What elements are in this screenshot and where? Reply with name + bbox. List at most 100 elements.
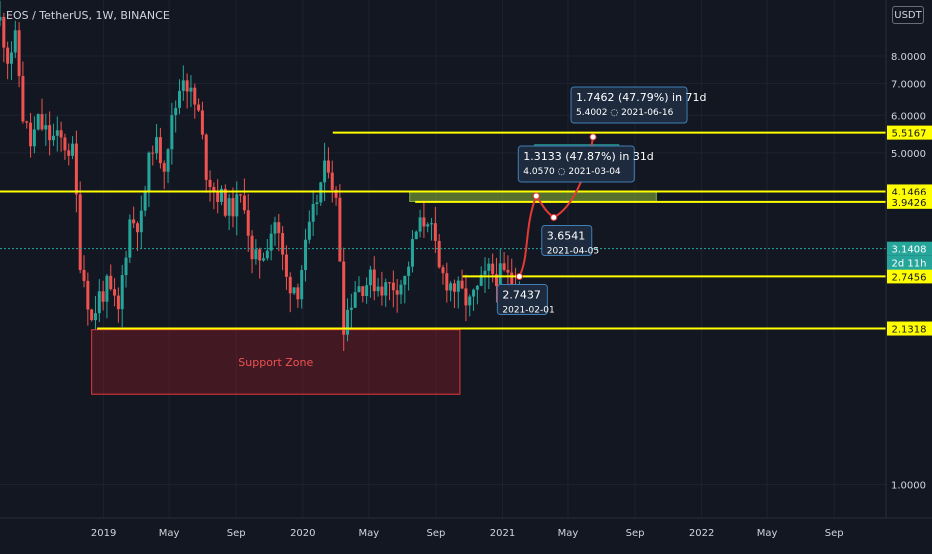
callout-move-2 [570, 86, 688, 124]
candle-body [449, 283, 453, 291]
candle-body [437, 240, 441, 268]
candle-body [430, 223, 434, 225]
candle-body [262, 258, 266, 261]
candle-body [418, 217, 422, 232]
candle-body [304, 239, 308, 271]
candle-body [349, 307, 353, 310]
candle-body [407, 266, 411, 276]
level-tag-label: 3.9426 [892, 198, 927, 209]
callout-move-1-text: 4.0570 ◌ 2021-03-04 [523, 167, 621, 177]
candle-body [71, 143, 75, 156]
current-price-tag [887, 241, 932, 256]
candle-body [151, 152, 155, 154]
y-tick-label: 7.0000 [891, 80, 926, 91]
candle-body [212, 186, 216, 192]
candle-body [441, 267, 445, 274]
candle-body [162, 163, 166, 172]
projection-point [550, 213, 558, 221]
candles [0, 0, 525, 352]
candle-body [288, 276, 292, 294]
callout-move-1 [517, 145, 635, 183]
candle-body [189, 87, 193, 92]
candle-body [250, 235, 254, 260]
candle-body [265, 250, 269, 259]
callout-move-2-text: 1.7462 (47.79%) in 71d [576, 91, 707, 104]
candle-body [44, 125, 48, 130]
candle-body [223, 188, 227, 216]
zone-label: Support Zone [238, 356, 313, 369]
candle-body [113, 289, 117, 296]
candle-body [143, 192, 147, 211]
callout-pullback-text: 3.6541 [547, 229, 586, 242]
candle-body [273, 222, 277, 234]
candle-body [254, 249, 258, 260]
candle-body [177, 90, 181, 108]
x-tick-label: Sep [227, 528, 246, 539]
level-tag [887, 269, 932, 284]
candle-body [464, 288, 468, 306]
candle-body [239, 194, 243, 196]
candle-body [67, 150, 71, 156]
countdown-tag [887, 255, 932, 270]
projection-point [532, 192, 540, 200]
candle-body [82, 269, 86, 281]
candle-body [258, 249, 262, 261]
y-tick-label: 1.0000 [891, 481, 926, 492]
candle-body [55, 130, 59, 136]
candle-body [246, 210, 250, 236]
candle-body [445, 273, 449, 291]
x-tick-label: Sep [426, 528, 445, 539]
candle-body [166, 149, 170, 172]
candle-body [365, 285, 369, 297]
x-tick-label: Sep [825, 528, 844, 539]
level-tag [887, 321, 932, 336]
candle-body [361, 286, 365, 297]
y-tick-label: 8.0000 [891, 52, 926, 63]
candle-body [372, 269, 376, 292]
candle-body [384, 282, 388, 296]
callout-pullback [541, 224, 593, 256]
candle-body [269, 233, 273, 251]
candle-body [296, 287, 300, 300]
candle-body [334, 189, 338, 198]
candle-body [380, 286, 384, 296]
candle-body [487, 263, 491, 271]
x-tick-label: 2021 [490, 528, 515, 539]
candle-body [40, 114, 44, 130]
candle-body [326, 160, 330, 173]
candle-body [368, 269, 372, 286]
candle-body [323, 160, 327, 183]
candle-body [109, 275, 113, 290]
candle-body [472, 289, 476, 297]
projection-point [515, 273, 523, 281]
candle-body [97, 291, 101, 314]
candle-body [277, 222, 281, 234]
candle-body [300, 270, 304, 300]
candle-body [29, 122, 33, 147]
candle-body [181, 80, 185, 91]
candle-body [17, 30, 21, 77]
candle-body [124, 257, 128, 276]
candle-body [491, 263, 495, 275]
candle-body [475, 285, 479, 290]
candle-body [338, 197, 342, 262]
candle-body [330, 172, 334, 190]
projection-path [518, 136, 595, 277]
candle-body [311, 203, 315, 222]
candle-body [132, 219, 136, 224]
candle-body [174, 107, 178, 116]
candle-body [216, 191, 220, 202]
candle-body [388, 282, 392, 284]
candle-body [235, 194, 239, 217]
candle-body [231, 198, 235, 217]
candle-body [483, 270, 487, 275]
currency-unit-button[interactable]: USDT [892, 6, 924, 24]
candle-body [51, 135, 55, 141]
candle-body [78, 194, 82, 270]
x-tick-label: May [159, 528, 180, 539]
candle-body [292, 287, 296, 294]
callout-move-2-text: 5.4002 ◌ 2021-06-16 [576, 108, 674, 118]
callout-start [496, 284, 548, 316]
